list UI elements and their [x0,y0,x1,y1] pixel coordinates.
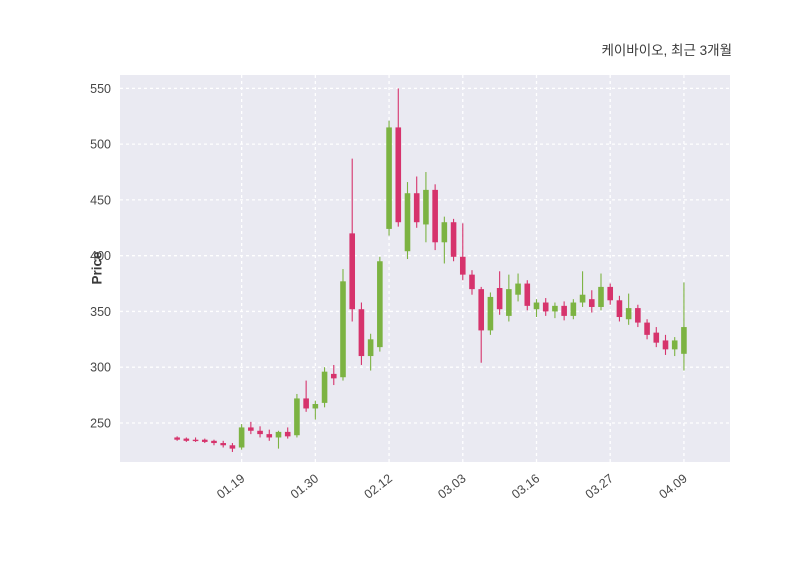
x-tick-label: 01.30 [288,471,321,501]
y-tick-label: 450 [90,193,111,207]
candle-body [192,439,199,442]
candle-body [607,286,614,301]
candle-body [487,296,494,331]
candle-body [174,437,180,440]
candle-body [220,443,227,446]
candle-body [450,222,457,257]
candle-body [340,281,346,378]
candle-body [478,289,485,331]
candle-body [635,308,641,323]
candle-body [211,440,217,444]
candle-body [570,302,577,316]
candle-body [552,305,558,312]
candle-body [248,427,254,431]
candle-body [681,327,687,354]
candle-body [413,193,420,223]
candle-body [321,371,328,403]
candle-body [459,256,466,275]
candle-body [662,340,669,350]
candle-body [653,332,660,343]
plot-area [120,75,730,462]
candle-body [404,193,411,252]
candle-body [312,404,319,409]
candle-body [377,261,383,348]
x-tick-label: 03.27 [583,471,616,501]
candle-body [469,274,475,290]
x-tick-label: 03.16 [509,471,542,501]
y-tick-labels: 250 300 350 400 450 500 550 [90,82,111,431]
candle-body [496,288,503,310]
candle-body [671,340,678,350]
candle-body [284,431,291,437]
candle-body [423,189,429,225]
x-tick-label: 04.09 [657,471,690,501]
y-tick-label: 250 [90,416,111,430]
candle-body [598,286,604,307]
candle-body [588,299,595,307]
candle-body [183,438,190,441]
candle-body [515,283,521,295]
candle-body [201,439,208,442]
candle-body [349,233,356,310]
candle-body [303,398,309,409]
y-tick-label: 500 [90,138,111,152]
y-tick-label: 400 [90,249,111,263]
candle-body [238,427,245,448]
candle-body [625,308,632,320]
candle-body [644,322,650,335]
candle-body [386,127,392,229]
candle-body [229,445,236,449]
y-tick-label: 550 [90,82,111,96]
x-tick-label: 03.03 [435,471,468,501]
candle-body [257,430,263,435]
candle-body [579,294,586,303]
candle-body [395,127,402,223]
x-tick-label: 02.12 [362,471,395,501]
candle-body [275,431,282,438]
y-tick-label: 300 [90,361,111,375]
candle-body [294,398,300,436]
candle-body [266,434,273,438]
candle-body [561,305,567,316]
candle-body [432,189,438,243]
candle-body [616,300,623,318]
price-axis-label: Price [89,251,105,285]
y-tick-label: 350 [90,305,111,319]
candle-body [367,339,374,357]
candle-body [533,302,540,310]
candle-body [542,302,549,312]
x-tick-labels: 01.19 01.30 02.12 03.03 03.16 03.27 04.09 [214,471,690,501]
candle-body [358,309,365,357]
candle-body [524,283,531,306]
candle-body [441,222,448,243]
candle-body [506,289,512,316]
chart-title: 케이바이오, 최근 3개월 [601,43,732,58]
candle-body [330,373,337,379]
candles [174,88,687,452]
x-tick-label: 01.19 [214,471,247,501]
